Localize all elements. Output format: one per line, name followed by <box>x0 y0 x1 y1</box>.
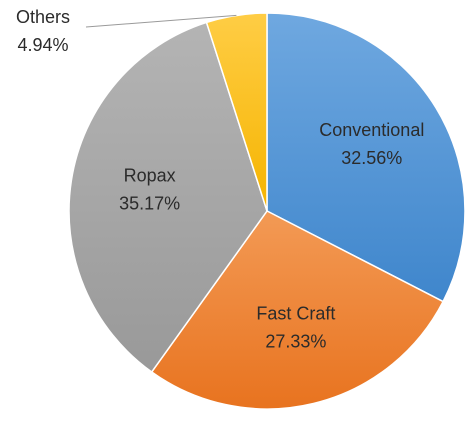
slice-value-others: 4.94% <box>17 35 68 55</box>
pie-slice-fast-craft <box>150 210 445 410</box>
slice-label-conventional: Conventional <box>319 120 424 140</box>
pie-slice-conventional <box>266 12 466 303</box>
slice-labels: Conventional 32.56% Fast Craft 27.33% Ropax 3… <box>16 7 424 351</box>
leader-line-others <box>85 14 237 28</box>
slice-value-fast-craft: 27.33% <box>265 331 326 351</box>
pie-slice-others <box>205 12 268 212</box>
slice-label-fast-craft: Fast Craft <box>256 303 335 323</box>
slice-label-ropax: Ropax <box>124 166 176 186</box>
pie-slice-ropax <box>68 21 268 374</box>
pie-slices <box>68 12 466 410</box>
leader-lines <box>85 14 237 28</box>
slice-label-others: Others <box>16 7 70 27</box>
slice-value-conventional: 32.56% <box>341 148 402 168</box>
slice-value-ropax: 35.17% <box>119 194 180 214</box>
